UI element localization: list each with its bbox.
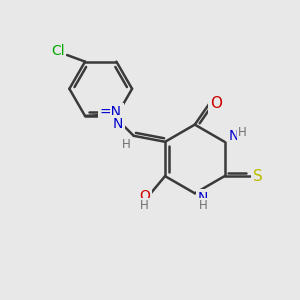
Text: N: N xyxy=(113,117,123,131)
Text: Cl: Cl xyxy=(51,44,64,58)
Text: N: N xyxy=(229,129,239,143)
Text: H: H xyxy=(122,138,130,151)
Text: O: O xyxy=(210,96,222,111)
Text: S: S xyxy=(254,169,263,184)
Text: H: H xyxy=(199,199,208,212)
Text: =N: =N xyxy=(100,105,122,119)
Text: H: H xyxy=(238,126,246,139)
Text: N: N xyxy=(198,191,208,205)
Text: O: O xyxy=(139,189,150,203)
Text: H: H xyxy=(140,199,149,212)
